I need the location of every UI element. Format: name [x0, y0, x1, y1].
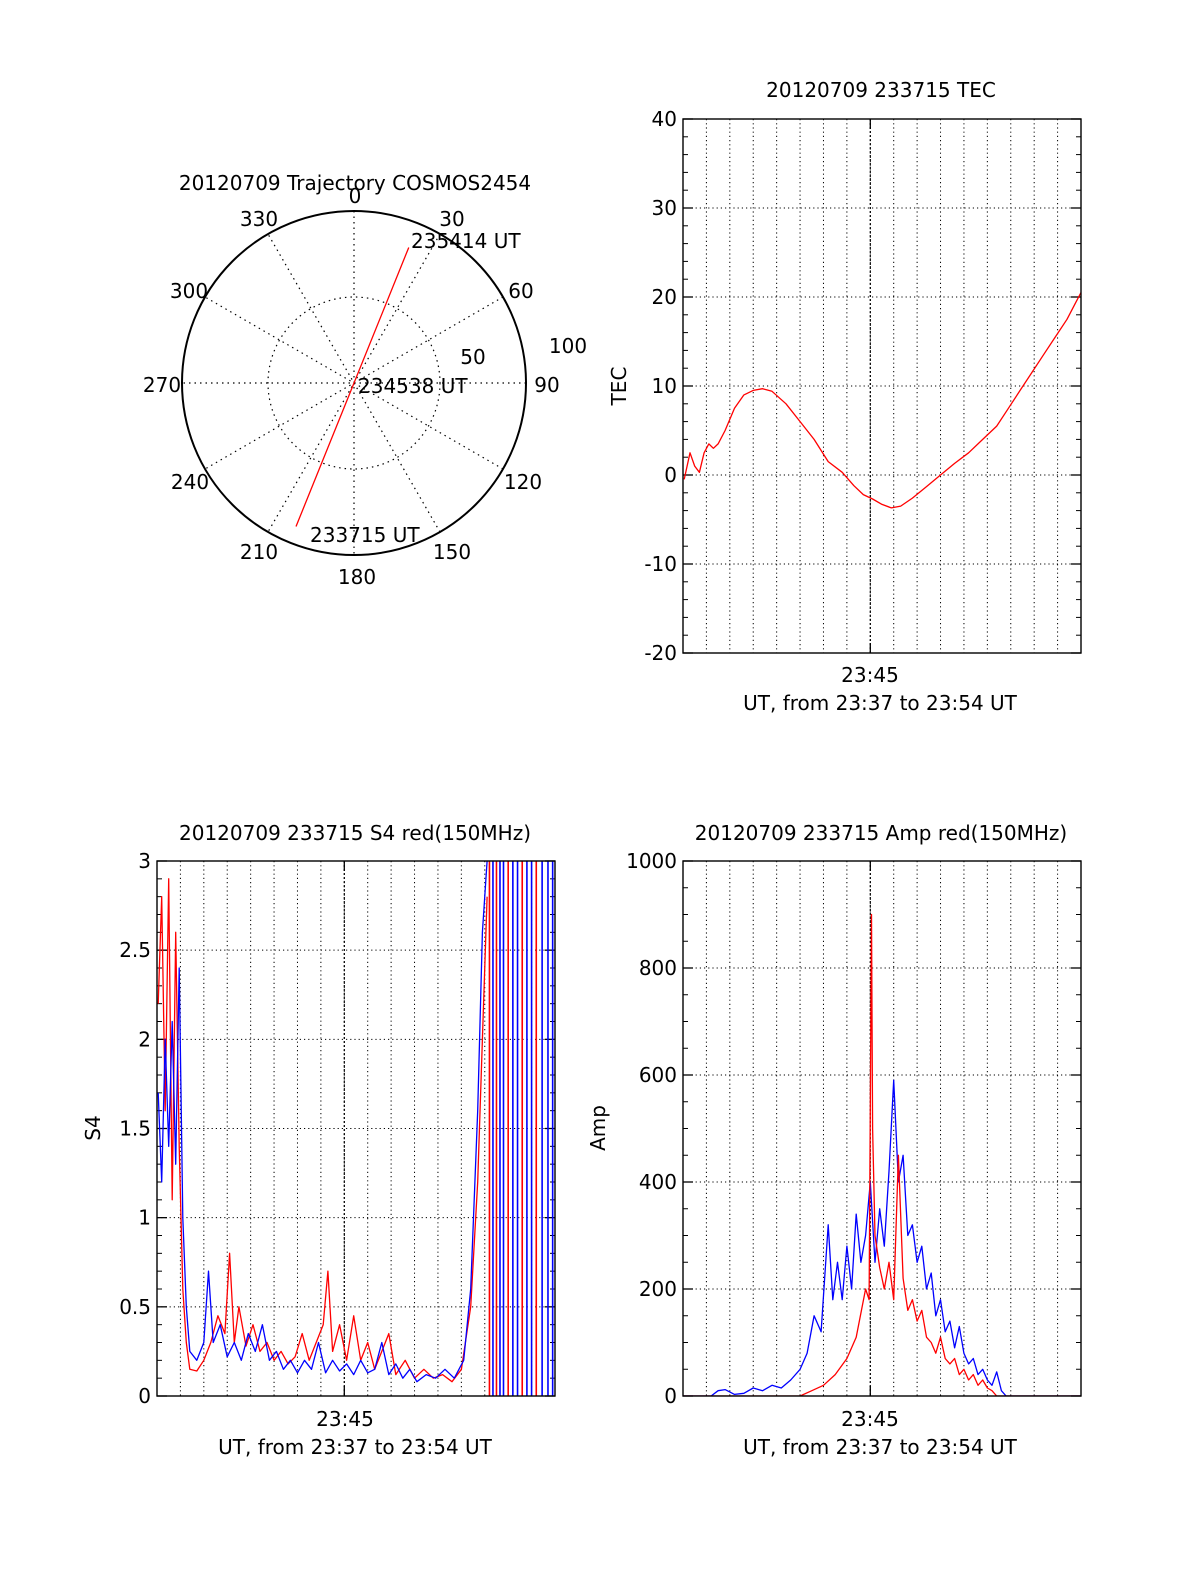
- tec-panel: 20120709 233715 TEC TEC 23:45 UT, from 2…: [607, 78, 1082, 715]
- series-line-1: [683, 913, 1081, 1396]
- polar-annotation-mid: 234538 UT: [358, 374, 468, 398]
- polar-annotation-start: 233715 UT: [310, 523, 420, 547]
- s4-title: 20120709 233715 S4 red(150MHz): [179, 821, 531, 845]
- s4-ylabel: S4: [81, 1115, 105, 1140]
- plot-frame: [682, 118, 1082, 654]
- polar-title: 20120709 Trajectory COSMOS2454: [179, 171, 531, 195]
- y-tick-label: 0: [664, 1384, 677, 1408]
- tec-ylabel: TEC: [607, 367, 631, 407]
- series-group: [683, 913, 1081, 1396]
- polar-angle-label: 0: [349, 184, 362, 208]
- series-line-0: [683, 292, 1081, 509]
- plot-frame: [156, 860, 556, 1397]
- polar-outer-ring: [181, 210, 527, 556]
- amp-xtick-label: 23:45: [841, 1407, 899, 1431]
- y-tick-label: -20: [644, 641, 677, 665]
- polar-radial-label: 100: [549, 334, 587, 358]
- polar-angle-label: 60: [508, 279, 533, 303]
- y-tick-label: 20: [652, 285, 677, 309]
- polar-angle-label: 300: [170, 279, 208, 303]
- y-tick-label: 10: [652, 374, 677, 398]
- y-tick-label: 1000: [626, 849, 677, 873]
- y-tick-label: 30: [652, 196, 677, 220]
- polar-angle-label: 270: [143, 373, 181, 397]
- polar-annotation-end: 235414 UT: [411, 229, 521, 253]
- y-tick-label: 600: [639, 1063, 677, 1087]
- y-tick-label: 200: [639, 1277, 677, 1301]
- polar-angle-label: 210: [240, 540, 278, 564]
- y-tick-label: 0: [138, 1384, 151, 1408]
- tec-xtick-label: 23:45: [841, 663, 899, 687]
- plot-frame: [682, 860, 1082, 1397]
- series-line-0: [683, 1079, 1081, 1396]
- tec-title: 20120709 233715 TEC: [766, 78, 996, 102]
- s4-xlabel: UT, from 23:37 to 23:54 UT: [218, 1435, 493, 1459]
- s4-panel: 20120709 233715 S4 red(150MHz) S4 23:45 …: [81, 821, 556, 1459]
- polar-angle-label: 90: [534, 373, 559, 397]
- polar-angle-label: 240: [171, 470, 209, 494]
- polar-trajectory-line: [295, 247, 410, 527]
- s4-xtick-label: 23:45: [316, 1407, 374, 1431]
- polar-angle-label: 180: [338, 565, 376, 589]
- amp-title: 20120709 233715 Amp red(150MHz): [695, 821, 1067, 845]
- series-group: [157, 861, 554, 1396]
- amp-ylabel: Amp: [586, 1105, 610, 1151]
- polar-radial-label: 50: [460, 345, 485, 369]
- y-tick-label: 2.5: [119, 938, 151, 962]
- polar-trajectory-panel: 20120709 Trajectory COSMOS2454 0 30 60 90 12…: [143, 171, 587, 589]
- polar-angle-label: 330: [240, 207, 278, 231]
- y-tick-label: 0: [664, 463, 677, 487]
- series-line-0: [157, 878, 488, 1383]
- amp-xlabel: UT, from 23:37 to 23:54 UT: [743, 1435, 1018, 1459]
- series-line-1: [157, 861, 488, 1383]
- y-tick-label: 400: [639, 1170, 677, 1194]
- y-tick-label: 1.5: [119, 1117, 151, 1141]
- y-tick-label: 1: [138, 1206, 151, 1230]
- y-tick-label: -10: [644, 552, 677, 576]
- polar-ring-50: [267, 296, 441, 470]
- y-tick-label: 800: [639, 956, 677, 980]
- polar-angle-label: 30: [439, 207, 464, 231]
- y-tick-label: 2: [138, 1027, 151, 1051]
- polar-angle-label: 150: [433, 540, 471, 564]
- series-group: [683, 292, 1081, 509]
- y-tick-label: 40: [652, 107, 677, 131]
- tec-xlabel: UT, from 23:37 to 23:54 UT: [743, 691, 1018, 715]
- amp-panel: 20120709 233715 Amp red(150MHz) Amp 23:4…: [586, 821, 1082, 1459]
- polar-angle-label: 120: [504, 470, 542, 494]
- y-tick-label: 0.5: [119, 1295, 151, 1319]
- y-tick-label: 3: [138, 849, 151, 873]
